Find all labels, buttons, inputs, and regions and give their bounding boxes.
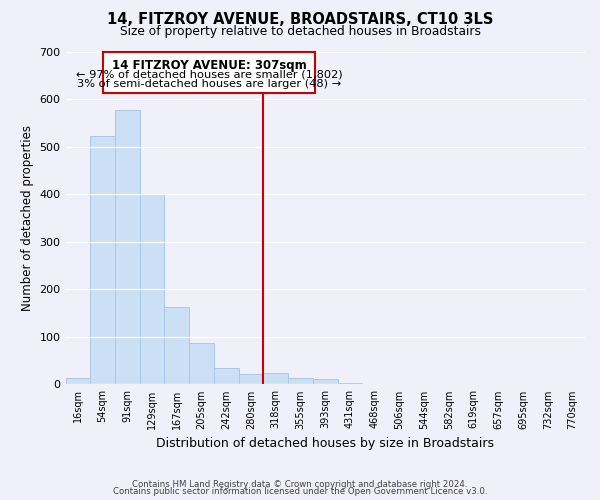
Bar (189, 343, 214, 384)
FancyBboxPatch shape (103, 52, 316, 94)
Bar (164, 307, 189, 384)
Bar (115, 110, 140, 384)
Text: Size of property relative to detached houses in Broadstairs: Size of property relative to detached ho… (119, 25, 481, 38)
Bar (214, 368, 239, 384)
Text: Contains public sector information licensed under the Open Government Licence v3: Contains public sector information licen… (113, 488, 487, 496)
X-axis label: Distribution of detached houses by size in Broadstairs: Distribution of detached houses by size … (156, 437, 494, 450)
Text: 3% of semi-detached houses are larger (48) →: 3% of semi-detached houses are larger (4… (77, 78, 341, 88)
Text: ← 97% of detached houses are smaller (1,802): ← 97% of detached houses are smaller (1,… (76, 69, 343, 79)
Text: 14, FITZROY AVENUE, BROADSTAIRS, CT10 3LS: 14, FITZROY AVENUE, BROADSTAIRS, CT10 3L… (107, 12, 493, 28)
Bar (313, 379, 338, 384)
Bar (140, 194, 164, 384)
Bar (65, 378, 90, 384)
Text: 14 FITZROY AVENUE: 307sqm: 14 FITZROY AVENUE: 307sqm (112, 59, 307, 72)
Bar (288, 378, 313, 384)
Bar (338, 382, 362, 384)
Y-axis label: Number of detached properties: Number of detached properties (21, 125, 34, 311)
Text: Contains HM Land Registry data © Crown copyright and database right 2024.: Contains HM Land Registry data © Crown c… (132, 480, 468, 489)
Bar (239, 374, 263, 384)
Bar (263, 372, 288, 384)
Bar (90, 136, 115, 384)
